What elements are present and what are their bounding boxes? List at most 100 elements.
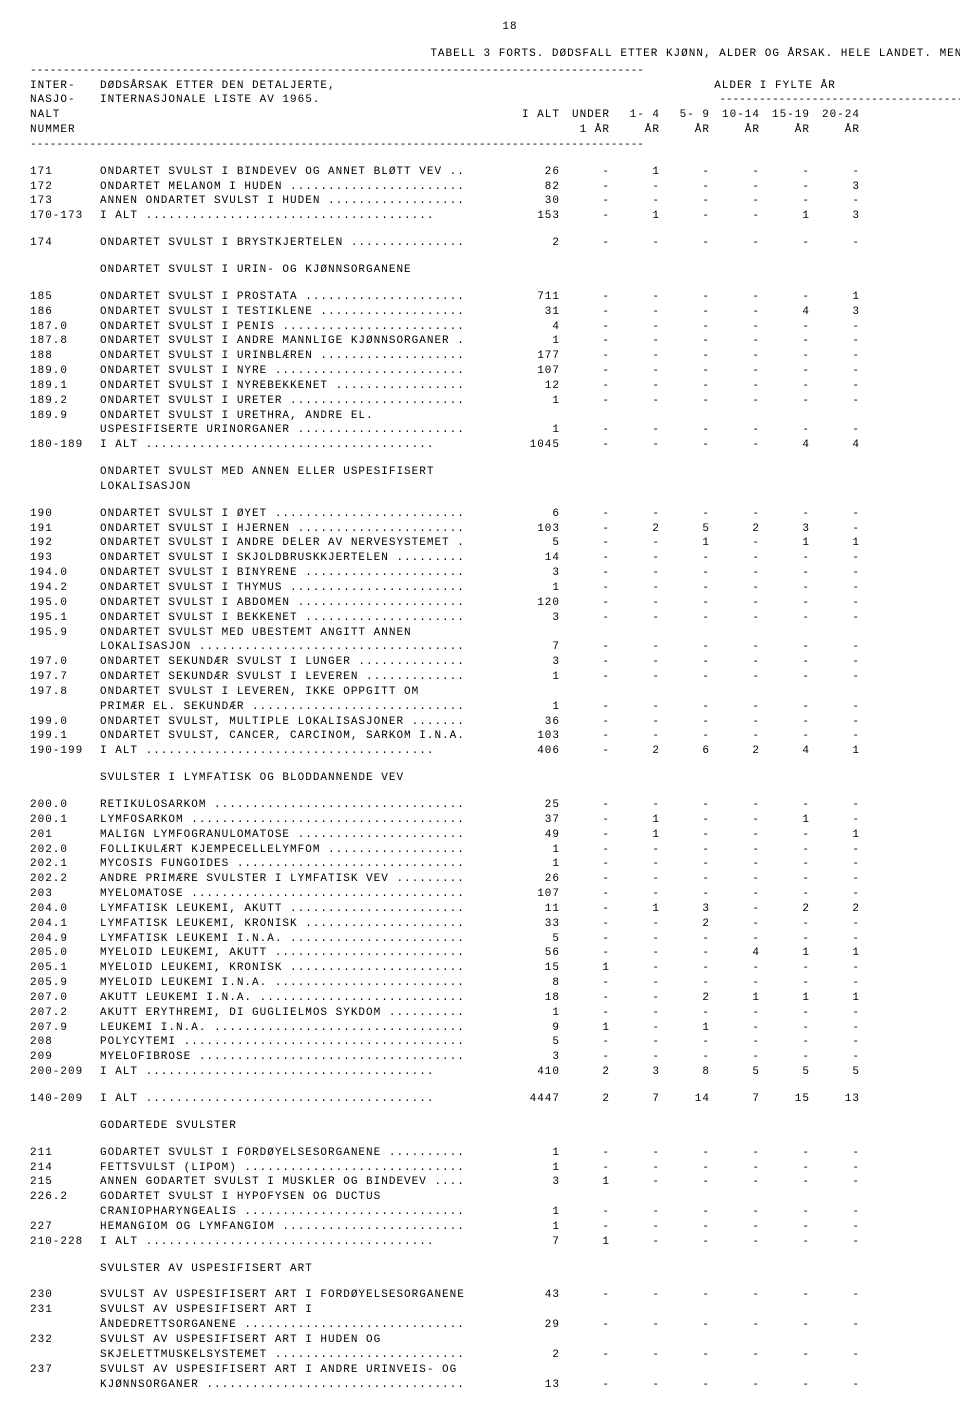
age-cell: - bbox=[610, 1288, 660, 1303]
age-cell: - bbox=[810, 1288, 860, 1303]
age-cell: 13 bbox=[810, 1092, 860, 1107]
age-cell: - bbox=[560, 379, 610, 394]
ialt-cell: 1 bbox=[510, 857, 560, 872]
age-cell: - bbox=[760, 1161, 810, 1176]
age-cell: - bbox=[810, 640, 860, 655]
desc-cell: ONDARTET SVULST I THYMUS ...............… bbox=[100, 581, 510, 596]
age-cell: - bbox=[660, 1378, 710, 1393]
desc-cell: ONDARTET SVULST, MULTIPLE LOKALISASJONER… bbox=[100, 715, 510, 730]
age-cell bbox=[560, 1363, 610, 1378]
ialt-cell: 30 bbox=[510, 194, 560, 209]
table-row: 187.0ONDARTET SVULST I PENIS ...........… bbox=[30, 320, 960, 335]
ialt-cell: 103 bbox=[510, 729, 560, 744]
age-cell: - bbox=[610, 1035, 660, 1050]
code-cell: 231 bbox=[30, 1303, 100, 1318]
age-cell: - bbox=[560, 744, 610, 759]
desc-cell: ONDARTET SVULST I PENIS ................… bbox=[100, 320, 510, 335]
table-row: 189.9ONDARTET SVULST I URETHRA, ANDRE EL… bbox=[30, 409, 960, 424]
age-cell: - bbox=[810, 1220, 860, 1235]
age-cell: - bbox=[760, 857, 810, 872]
table-row: 203MYELOMATOSE .........................… bbox=[30, 887, 960, 902]
age-cell: - bbox=[610, 379, 660, 394]
age-cell: - bbox=[710, 917, 760, 932]
age-cell: 2 bbox=[710, 522, 760, 537]
age-cell: - bbox=[660, 961, 710, 976]
table-row: 230SVULST AV USPESIFISERT ART I FORDØYEL… bbox=[30, 1288, 960, 1303]
age-cell: - bbox=[610, 364, 660, 379]
ialt-cell: 14 bbox=[510, 551, 560, 566]
header-nalt: NALT bbox=[30, 108, 100, 123]
age-cell: - bbox=[660, 887, 710, 902]
age-cell bbox=[660, 1190, 710, 1205]
age-cell: - bbox=[810, 1378, 860, 1393]
age-cell bbox=[810, 1190, 860, 1205]
code-cell: 200.1 bbox=[30, 813, 100, 828]
desc-cell: MYELOID LEUKEMI, KRONISK ...............… bbox=[100, 961, 510, 976]
age-cell: - bbox=[710, 1205, 760, 1220]
age-cell: - bbox=[710, 438, 760, 453]
age-cell: - bbox=[710, 180, 760, 195]
desc-cell: SVULST AV USPESIFISERT ART I FORDØYELSES… bbox=[100, 1288, 510, 1303]
table-row: 210-228 I ALT ..........................… bbox=[30, 1235, 960, 1250]
age-cell: - bbox=[810, 961, 860, 976]
desc-cell: MYCOSIS FUNGOIDES ......................… bbox=[100, 857, 510, 872]
table-row: 194.0ONDARTET SVULST I BINYRENE ........… bbox=[30, 566, 960, 581]
age-cell: - bbox=[810, 1205, 860, 1220]
age-cell: - bbox=[660, 1161, 710, 1176]
age-cell: - bbox=[760, 887, 810, 902]
code-cell: 197.7 bbox=[30, 670, 100, 685]
age-cell: - bbox=[560, 857, 610, 872]
age-cell: - bbox=[710, 655, 760, 670]
desc-cell: ONDARTET SVULST I NYREBEKKENET .........… bbox=[100, 379, 510, 394]
section-heading-text: ONDARTET SVULST I URIN- OG KJØNNSORGANEN… bbox=[100, 263, 510, 278]
age-cell: - bbox=[610, 946, 660, 961]
table-row: 187.8ONDARTET SVULST I ANDRE MANNLIGE KJ… bbox=[30, 334, 960, 349]
age-cell: - bbox=[710, 507, 760, 522]
table-row: 214FETTSVULST (LIPOM) ..................… bbox=[30, 1161, 960, 1176]
ialt-cell: 1 bbox=[510, 1146, 560, 1161]
age-cell: - bbox=[610, 976, 660, 991]
ialt-cell: 1 bbox=[510, 1161, 560, 1176]
code-cell: 207.2 bbox=[30, 1006, 100, 1021]
col-under1: UNDER bbox=[560, 108, 610, 123]
age-cell: - bbox=[560, 290, 610, 305]
age-cell: 1 bbox=[810, 290, 860, 305]
age-cell: - bbox=[760, 700, 810, 715]
section-heading: ONDARTET SVULST I URIN- OG KJØNNSORGANEN… bbox=[30, 263, 960, 278]
header-divider: ----------------------------------------… bbox=[30, 138, 960, 153]
age-cell: - bbox=[710, 872, 760, 887]
ialt-cell: 1 bbox=[510, 423, 560, 438]
age-cell: - bbox=[760, 798, 810, 813]
col-14b: ÅR bbox=[610, 123, 660, 138]
age-cell: - bbox=[560, 798, 610, 813]
desc-cell: I ALT ..................................… bbox=[100, 1092, 510, 1107]
ialt-cell: 1 bbox=[510, 843, 560, 858]
age-cell: - bbox=[660, 828, 710, 843]
age-cell: 1 bbox=[760, 946, 810, 961]
age-cell bbox=[560, 1190, 610, 1205]
age-cell: 1 bbox=[810, 744, 860, 759]
code-cell: 200.0 bbox=[30, 798, 100, 813]
code-cell: 197.8 bbox=[30, 685, 100, 700]
age-cell: 2 bbox=[810, 902, 860, 917]
age-cell: - bbox=[660, 423, 710, 438]
age-cell bbox=[660, 626, 710, 641]
age-cell: - bbox=[610, 551, 660, 566]
age-cell: - bbox=[760, 596, 810, 611]
age-cell: 1 bbox=[710, 991, 760, 1006]
age-cell: - bbox=[710, 1378, 760, 1393]
age-cell: 1 bbox=[810, 536, 860, 551]
age-cell: 4 bbox=[760, 744, 810, 759]
age-cell: - bbox=[810, 843, 860, 858]
age-cell: - bbox=[610, 887, 660, 902]
age-cell: - bbox=[660, 180, 710, 195]
age-cell bbox=[660, 1303, 710, 1318]
ialt-cell: 3 bbox=[510, 566, 560, 581]
desc-cell: ONDARTET SVULST I HJERNEN ..............… bbox=[100, 522, 510, 537]
ialt-cell: 31 bbox=[510, 305, 560, 320]
desc-cell: LYMFATISK LEUKEMI I.N.A. ...............… bbox=[100, 932, 510, 947]
table-row: 174ONDARTET SVULST I BRYSTKJERTELEN ....… bbox=[30, 236, 960, 251]
age-cell: - bbox=[710, 843, 760, 858]
age-cell bbox=[810, 1333, 860, 1348]
ialt-cell: 82 bbox=[510, 180, 560, 195]
